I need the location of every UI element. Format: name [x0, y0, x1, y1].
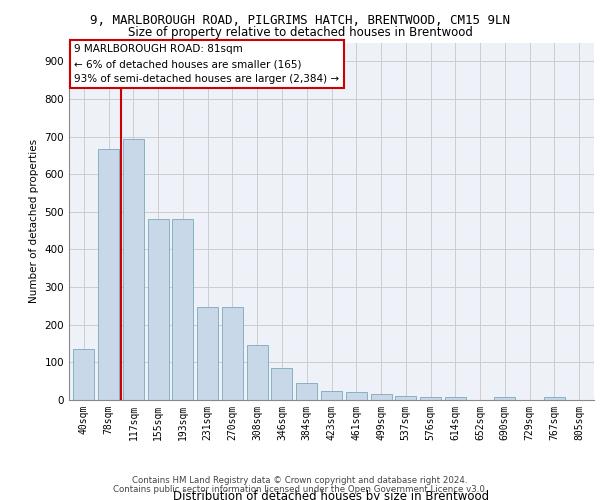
Text: Contains public sector information licensed under the Open Government Licence v3: Contains public sector information licen… [113, 485, 487, 494]
Bar [247, 346, 268, 400]
Bar [395, 396, 416, 400]
X-axis label: Distribution of detached houses by size in Brentwood: Distribution of detached houses by size … [173, 490, 490, 500]
Bar [445, 398, 466, 400]
Bar [172, 220, 193, 400]
Bar [197, 306, 218, 400]
Bar [321, 392, 342, 400]
Bar [123, 139, 144, 400]
Bar [420, 397, 441, 400]
Bar [544, 397, 565, 400]
Text: Contains HM Land Registry data © Crown copyright and database right 2024.: Contains HM Land Registry data © Crown c… [132, 476, 468, 485]
Bar [148, 220, 169, 400]
Text: 9, MARLBOROUGH ROAD, PILGRIMS HATCH, BRENTWOOD, CM15 9LN: 9, MARLBOROUGH ROAD, PILGRIMS HATCH, BRE… [90, 14, 510, 28]
Bar [98, 148, 119, 400]
Text: 9 MARLBOROUGH ROAD: 81sqm
← 6% of detached houses are smaller (165)
93% of semi-: 9 MARLBOROUGH ROAD: 81sqm ← 6% of detach… [74, 44, 340, 84]
Bar [371, 394, 392, 400]
Bar [222, 307, 243, 400]
Y-axis label: Number of detached properties: Number of detached properties [29, 139, 39, 304]
Bar [73, 349, 94, 400]
Bar [271, 368, 292, 400]
Text: Size of property relative to detached houses in Brentwood: Size of property relative to detached ho… [128, 26, 472, 39]
Bar [494, 397, 515, 400]
Bar [296, 382, 317, 400]
Bar [346, 392, 367, 400]
